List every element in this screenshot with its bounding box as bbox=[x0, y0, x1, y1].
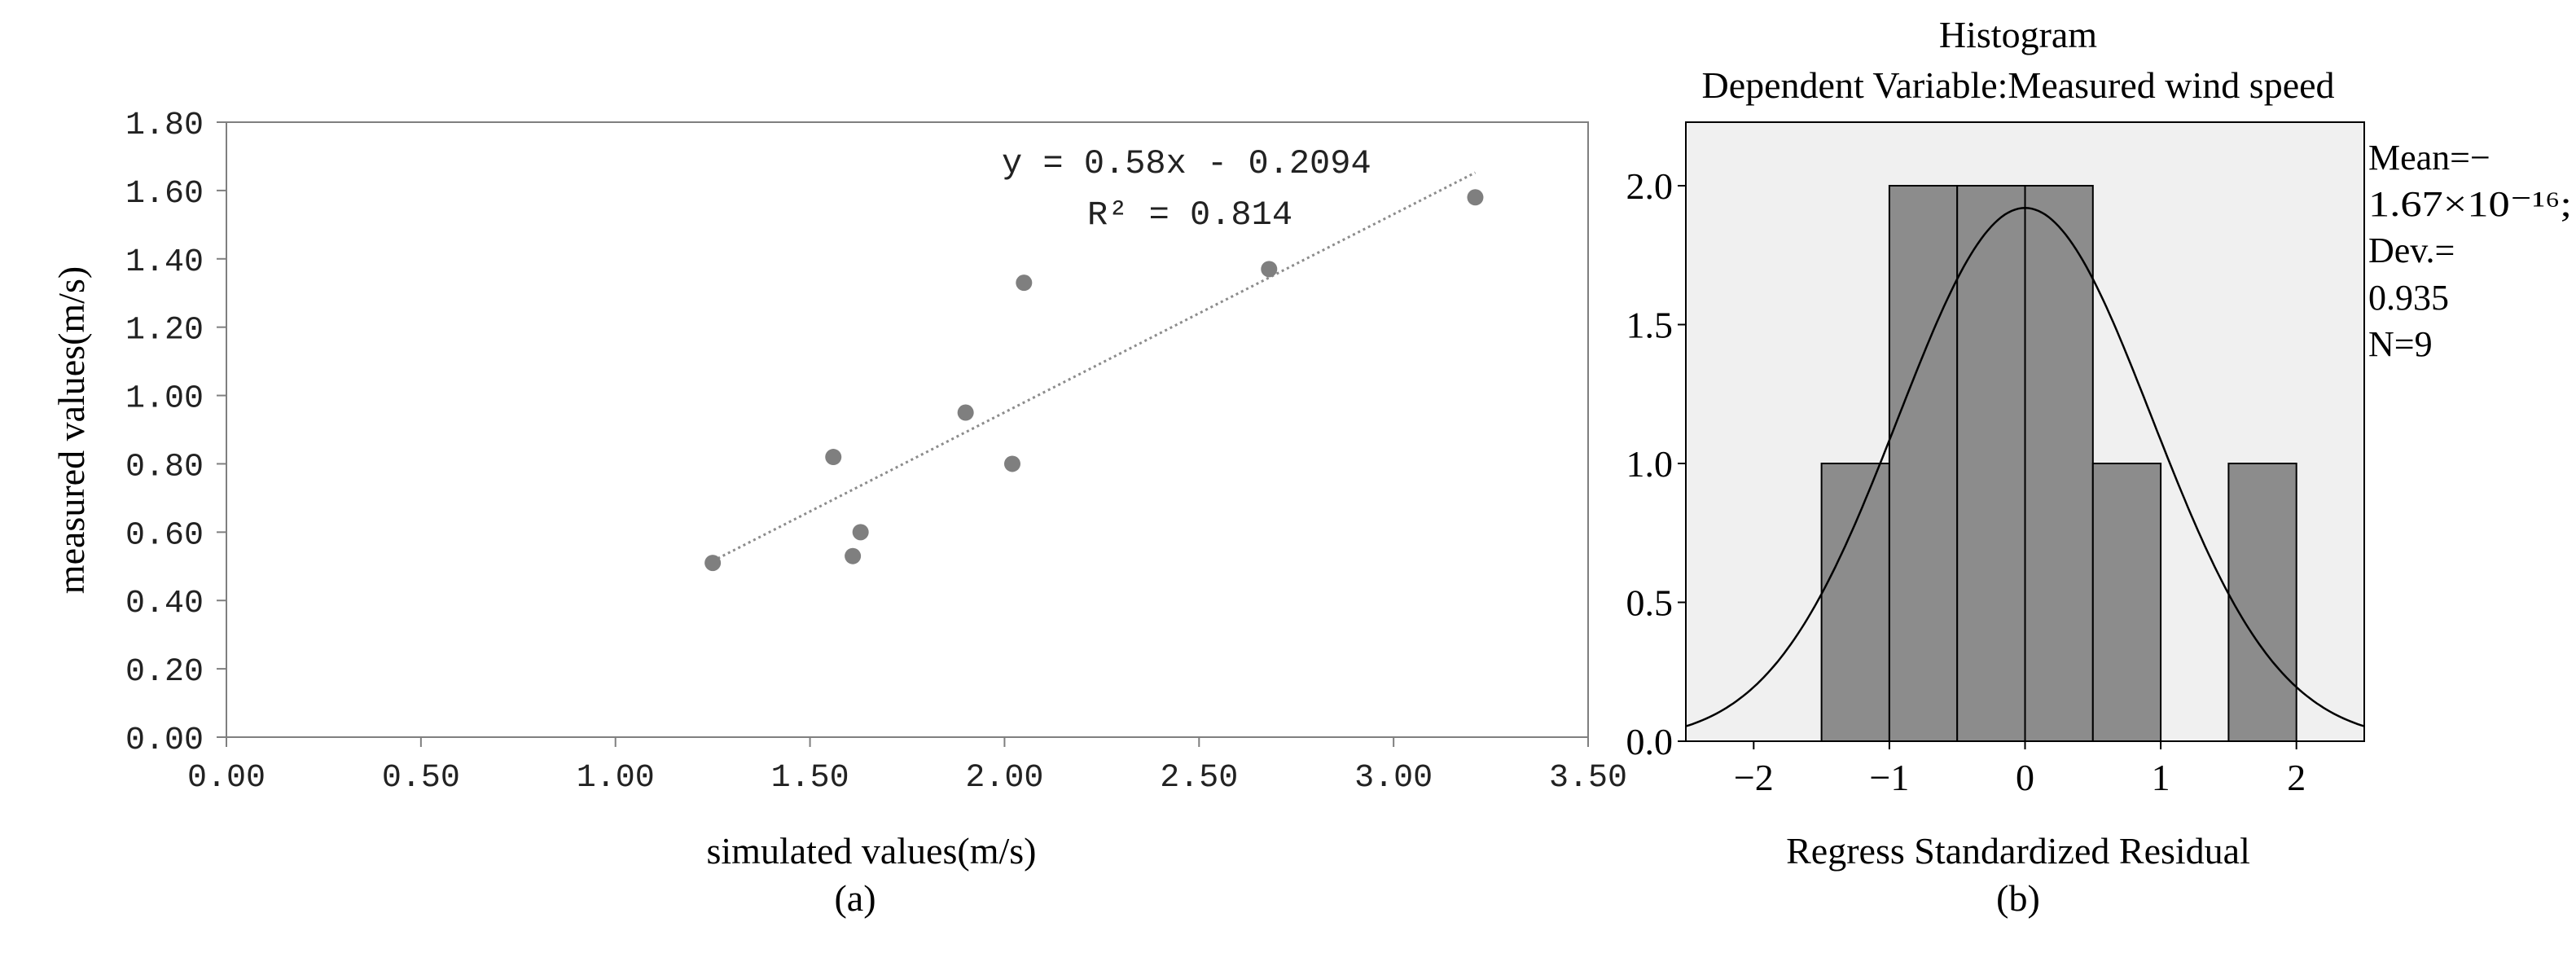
scatter-panel-label: (a) bbox=[834, 877, 875, 919]
histogram-panel: Histogram Dependent Variable:Measured wi… bbox=[1626, 14, 2573, 919]
histogram-bar bbox=[1956, 185, 2026, 742]
data-point bbox=[825, 449, 842, 466]
y-tick-label: 2.0 bbox=[1626, 165, 1674, 207]
x-tick-label: 0.50 bbox=[382, 760, 460, 797]
x-tick-label: 2 bbox=[2287, 757, 2306, 798]
x-tick-label: 2.50 bbox=[1160, 760, 1238, 797]
y-tick-label: 0.80 bbox=[125, 449, 204, 485]
data-point bbox=[957, 404, 974, 421]
histogram-bar bbox=[1888, 185, 1959, 742]
y-tick-label: 1.5 bbox=[1626, 305, 1674, 346]
scatter-equation: y = 0.58x - 0.2094 bbox=[1002, 144, 1371, 183]
x-tick-label: 1.00 bbox=[577, 760, 655, 797]
x-tick-label: 1 bbox=[2152, 757, 2170, 798]
histogram-title: Histogram bbox=[1939, 14, 2097, 55]
y-tick-label: 1.80 bbox=[125, 108, 204, 144]
histogram-bar bbox=[1820, 463, 1890, 742]
y-tick-label: 0.0 bbox=[1626, 721, 1674, 762]
data-point bbox=[852, 524, 869, 541]
scatter-y-axis-label: measured values(m/s) bbox=[50, 266, 92, 594]
scatter-panel: 0.00 0.20 0.40 0.60 0.80 1.00 1.20 1.40 1.60 1.80… bbox=[50, 108, 1627, 919]
scatter-plot-area bbox=[226, 121, 1589, 738]
y-tick-label: 1.40 bbox=[125, 244, 204, 281]
x-tick-label: −2 bbox=[1734, 757, 1774, 798]
y-tick-label: 0.20 bbox=[125, 654, 204, 691]
scatter-r-squared: R² = 0.814 bbox=[1087, 195, 1292, 235]
x-tick-label: 3.50 bbox=[1549, 760, 1627, 797]
stats-dev-value: 0.935 bbox=[2368, 278, 2449, 318]
histogram-panel-label: (b) bbox=[1996, 877, 2040, 919]
y-tick-label: 1.20 bbox=[125, 313, 204, 349]
data-point bbox=[845, 547, 862, 564]
histogram-bar bbox=[2024, 185, 2094, 742]
y-tick-label: 0.40 bbox=[125, 586, 204, 622]
x-tick-label: 2.00 bbox=[965, 760, 1043, 797]
histogram-subtitle: Dependent Variable:Measured wind speed bbox=[1701, 64, 2334, 106]
histogram-bar bbox=[2091, 463, 2162, 742]
y-tick-label: 0.00 bbox=[125, 722, 204, 759]
data-point bbox=[704, 555, 722, 572]
data-point bbox=[1016, 274, 1033, 292]
y-tick-label: 1.00 bbox=[125, 381, 204, 418]
histogram-bar bbox=[2227, 463, 2297, 742]
x-tick-label: 0 bbox=[2016, 757, 2034, 798]
x-tick-label: 1.50 bbox=[771, 760, 849, 797]
x-tick-label: 3.00 bbox=[1354, 760, 1433, 797]
histogram-x-axis-label: Regress Standardized Residual bbox=[1786, 830, 2250, 872]
y-tick-label: 0.60 bbox=[125, 517, 204, 554]
scatter-x-axis-label: simulated values(m/s) bbox=[707, 830, 1037, 872]
x-tick-label: 0.00 bbox=[187, 760, 265, 797]
data-point bbox=[1467, 189, 1484, 206]
stats-dev-label: Dev.= bbox=[2368, 231, 2455, 270]
y-tick-label: 1.60 bbox=[125, 176, 204, 213]
y-tick-label: 0.5 bbox=[1626, 582, 1674, 624]
x-tick-label: −1 bbox=[1869, 757, 1909, 798]
stats-n: N=9 bbox=[2368, 324, 2433, 364]
histogram-stats: Mean=− 1.67×10⁻¹⁶; Dev.= 0.935 N=9 bbox=[2368, 138, 2572, 364]
stats-mean-value: 1.67×10⁻¹⁶; bbox=[2368, 184, 2572, 224]
data-point bbox=[1003, 455, 1020, 472]
stats-mean-label: Mean=− bbox=[2368, 138, 2490, 178]
y-tick-label: 1.0 bbox=[1626, 443, 1674, 485]
trendline bbox=[712, 171, 1477, 563]
normal-curve bbox=[1685, 207, 2365, 727]
data-point bbox=[1261, 261, 1278, 278]
